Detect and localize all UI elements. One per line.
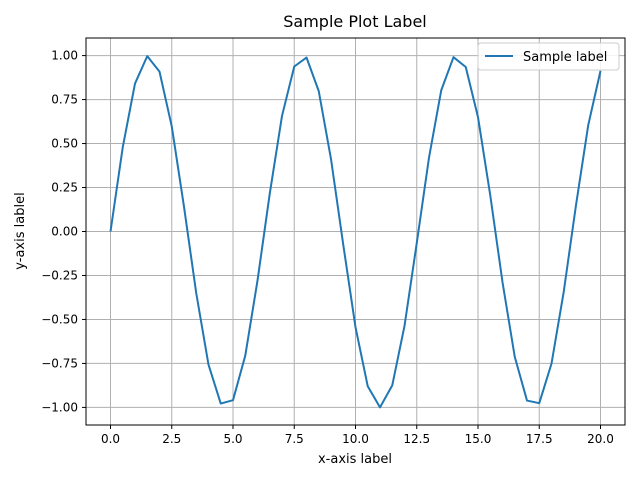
y-tick-label: 0.50 [51, 137, 78, 151]
y-tick-label: 0.75 [51, 93, 78, 107]
y-tick-label: 0.25 [51, 181, 78, 195]
legend-entry-label: Sample label [523, 50, 607, 65]
y-tick-label: −1.00 [41, 400, 78, 414]
chart-title: Sample Plot Label [283, 12, 426, 31]
series-line [109, 55, 602, 409]
y-tick-label: 1.00 [51, 49, 78, 63]
x-tick-label: 0.0 [101, 432, 120, 446]
y-tick-label: 0.00 [51, 225, 78, 239]
x-axis: 0.0 2.5 5.0 7.5 10.0 12.5 15.0 17.5 20.0 [101, 425, 614, 446]
x-tick-label: 15.0 [465, 432, 492, 446]
x-tick-label: 17.5 [526, 432, 553, 446]
series-layer [109, 55, 602, 409]
x-tick-label: 2.5 [162, 432, 181, 446]
legend: Sample label [477, 42, 620, 71]
x-axis-label: x-axis label [318, 452, 392, 467]
y-tick-label: −0.25 [41, 268, 78, 282]
x-tick-label: 7.5 [285, 432, 304, 446]
y-axis-label: y-axis lablel [13, 192, 28, 269]
x-tick-label: 20.0 [587, 432, 614, 446]
x-tick-label: 10.0 [342, 432, 369, 446]
grid [86, 38, 625, 425]
x-tick-label: 5.0 [223, 432, 242, 446]
x-tick-label: 12.5 [403, 432, 430, 446]
legend-box [477, 42, 620, 71]
y-tick-label: −0.75 [41, 356, 78, 370]
y-tick-label: −0.50 [41, 312, 78, 326]
y-axis: 1.00 0.75 0.50 0.25 0.00 −0.25 −0.50 −0.75 −1.00 [41, 49, 86, 414]
